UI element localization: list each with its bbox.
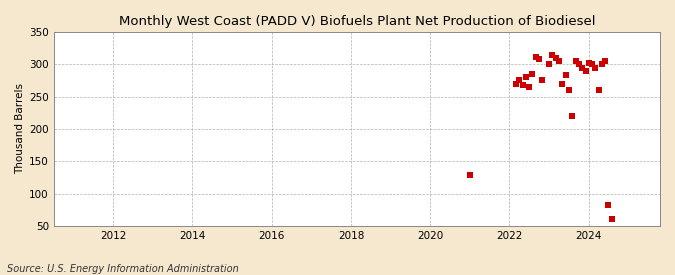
- Point: [524, 85, 535, 89]
- Point: [570, 59, 581, 63]
- Point: [534, 57, 545, 61]
- Point: [587, 62, 597, 67]
- Point: [596, 62, 607, 67]
- Point: [554, 59, 564, 63]
- Point: [517, 83, 528, 87]
- Point: [557, 81, 568, 86]
- Point: [514, 78, 524, 82]
- Point: [543, 62, 554, 67]
- Y-axis label: Thousand Barrels: Thousand Barrels: [15, 83, 25, 174]
- Point: [600, 59, 611, 63]
- Title: Monthly West Coast (PADD V) Biofuels Plant Net Production of Biodiesel: Monthly West Coast (PADD V) Biofuels Pla…: [119, 15, 595, 28]
- Point: [566, 114, 577, 118]
- Text: Source: U.S. Energy Information Administration: Source: U.S. Energy Information Administ…: [7, 264, 238, 274]
- Point: [550, 56, 561, 60]
- Point: [537, 78, 547, 82]
- Point: [580, 68, 591, 73]
- Point: [520, 75, 531, 79]
- Point: [583, 61, 594, 65]
- Point: [511, 81, 522, 86]
- Point: [576, 65, 587, 70]
- Point: [527, 72, 538, 76]
- Point: [531, 54, 541, 59]
- Point: [590, 65, 601, 70]
- Point: [464, 173, 475, 178]
- Point: [564, 88, 574, 92]
- Point: [603, 203, 614, 207]
- Point: [606, 217, 617, 222]
- Point: [593, 88, 604, 92]
- Point: [573, 62, 584, 67]
- Point: [560, 73, 571, 78]
- Point: [547, 52, 558, 57]
